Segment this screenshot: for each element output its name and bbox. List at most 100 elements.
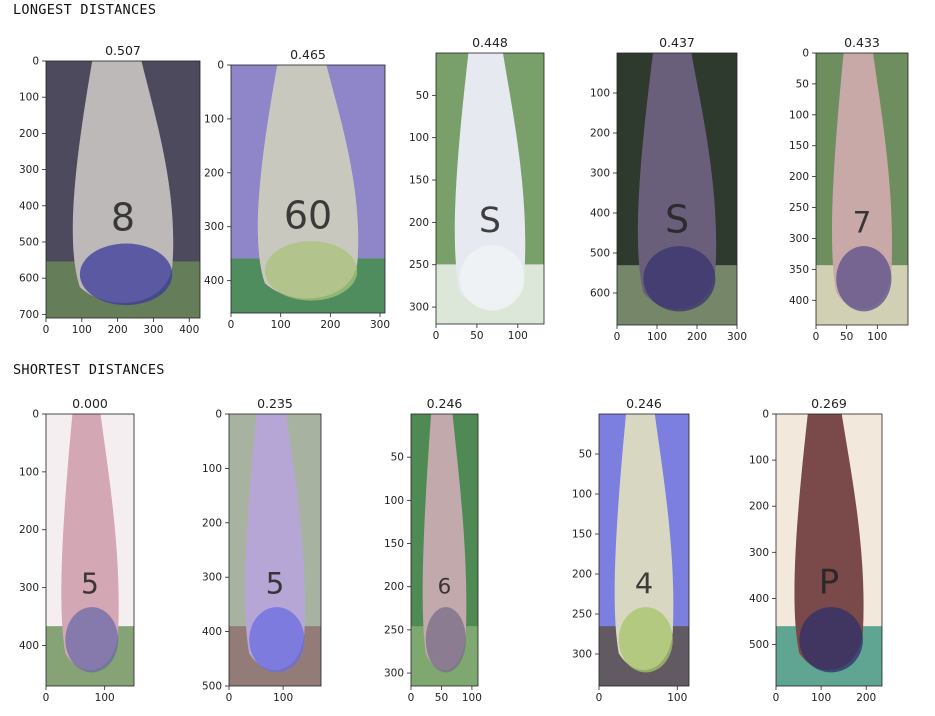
y-tick-label: 600 — [590, 288, 610, 300]
club-sole-shade — [836, 246, 892, 312]
y-tick-label: 300 — [384, 668, 404, 680]
club-head — [422, 414, 467, 670]
image-content: 4 — [599, 414, 689, 686]
y-tick-label: 700 — [19, 309, 39, 321]
y-tick-label: 0 — [215, 409, 222, 421]
axes-frame — [775, 413, 883, 687]
y-tick-label: 400 — [749, 593, 769, 605]
y-tick-label: 200 — [572, 569, 592, 581]
club-sole-shade — [249, 607, 305, 673]
x-tick-label: 0 — [596, 692, 603, 704]
longest-distances-heading: LONGEST DISTANCES — [13, 2, 157, 18]
y-tick-label: 150 — [572, 529, 592, 541]
subplot-title: 0.246 — [427, 396, 463, 411]
x-tick-label: 100 — [95, 692, 115, 704]
x-tick-label: 0 — [614, 331, 621, 343]
x-tick-label: 0 — [43, 324, 50, 336]
y-tick-label: 200 — [19, 128, 39, 140]
subplot-shortest-2: 5 0.235 0 100 0 100 200 300 400 500 — [202, 396, 322, 704]
y-tick-label: 250 — [572, 609, 592, 621]
subplot-title: 0.000 — [72, 396, 108, 411]
y-tick-label: 250 — [409, 259, 429, 271]
club-sole-shade — [425, 607, 466, 673]
y-tick-label: 100 — [202, 463, 222, 475]
club-head — [637, 53, 717, 309]
subplot-title: 0.507 — [105, 43, 141, 58]
image-content: 60 — [231, 65, 385, 313]
y-tick-label: 400 — [202, 626, 222, 638]
y-tick-label: 200 — [749, 501, 769, 513]
x-tick-label: 0 — [813, 331, 820, 343]
y-tick-label: 100 — [590, 88, 610, 100]
axes-frame — [228, 413, 322, 687]
image-content: 5 — [229, 414, 321, 686]
x-tick-label: 200 — [320, 319, 340, 331]
image-content: P — [776, 414, 882, 686]
y-tick-label: 400 — [19, 640, 39, 652]
x-tick-label: 0 — [226, 692, 233, 704]
y-tick-label: 100 — [749, 455, 769, 467]
subplot-longest-5: 7 0.433 0 50 100 0 50 100 150 200 250 300 350 400 — [789, 35, 909, 343]
subplot-title: 0.437 — [659, 35, 695, 50]
subplot-longest-3: S 0.448 0 50 100 50 100 150 200 250 300 — [409, 35, 545, 342]
club-sole-shade — [643, 246, 716, 312]
y-tick-label: 500 — [590, 248, 610, 260]
y-tick-label: 0 — [762, 409, 769, 421]
club-number-label: S — [665, 198, 689, 242]
x-tick-label: 200 — [856, 692, 876, 704]
y-tick-label: 400 — [19, 200, 39, 212]
subplot-longest-1: 8 0.507 0 100 200 300 400 0 100 200 300 400 500 600 70… — [19, 43, 201, 336]
y-tick-label: 100 — [409, 132, 429, 144]
club-number-label: S — [479, 201, 501, 241]
axes-frame — [45, 60, 201, 319]
y-tick-label: 200 — [19, 524, 39, 536]
x-tick-label: 0 — [408, 692, 415, 704]
y-tick-label: 0 — [802, 48, 809, 60]
image-content: 7 — [816, 53, 908, 325]
y-tick-label: 400 — [590, 208, 610, 220]
club-number-label: 8 — [111, 196, 135, 240]
club-number-label: 5 — [81, 568, 99, 601]
club-sole-shade — [459, 245, 525, 311]
y-tick-label: 100 — [19, 92, 39, 104]
axes-frame — [815, 52, 909, 326]
subplot-longest-2: 60 0.465 0 100 200 300 0 100 200 300 400 — [204, 47, 390, 331]
y-tick-label: 200 — [789, 171, 809, 183]
y-tick-label: 300 — [19, 164, 39, 176]
y-tick-label: 350 — [789, 264, 809, 276]
y-tick-label: 0 — [217, 60, 224, 72]
y-tick-label: 300 — [409, 302, 429, 314]
y-tick-label: 200 — [590, 128, 610, 140]
subplot-title: 0.433 — [844, 35, 880, 50]
club-number-label: 60 — [284, 194, 332, 238]
club-head — [454, 53, 526, 309]
axes-frame — [435, 52, 545, 325]
y-tick-label: 500 — [749, 639, 769, 651]
y-tick-label: 50 — [391, 452, 404, 464]
image-content: 6 — [411, 414, 478, 686]
y-tick-label: 400 — [789, 295, 809, 307]
x-tick-label: 50 — [435, 692, 448, 704]
club-head — [832, 53, 893, 309]
subplot-title: 0.269 — [811, 396, 847, 411]
subplot-title: 0.235 — [257, 396, 293, 411]
y-tick-label: 50 — [416, 90, 429, 102]
x-tick-label: 200 — [108, 324, 128, 336]
y-tick-label: 100 — [789, 109, 809, 121]
y-tick-label: 100 — [384, 495, 404, 507]
y-tick-label: 300 — [572, 649, 592, 661]
club-sole-shade — [65, 607, 119, 673]
x-tick-label: 0 — [228, 319, 235, 331]
subplot-shortest-1: 5 0.000 0 100 0 100 200 300 400 — [19, 396, 135, 704]
y-tick-label: 200 — [204, 167, 224, 179]
y-tick-label: 200 — [409, 217, 429, 229]
image-content: S — [617, 53, 737, 325]
subplot-shortest-3: 6 0.246 0 50 100 50 100 150 200 250 300 — [384, 396, 482, 704]
club-number-label: 7 — [853, 206, 872, 240]
y-tick-label: 0 — [32, 56, 39, 68]
shortest-distances-heading: SHORTEST DISTANCES — [13, 362, 165, 378]
x-tick-label: 400 — [179, 324, 199, 336]
club-sole-shade — [618, 607, 673, 673]
axes-frame — [410, 413, 479, 687]
x-tick-label: 100 — [867, 331, 887, 343]
